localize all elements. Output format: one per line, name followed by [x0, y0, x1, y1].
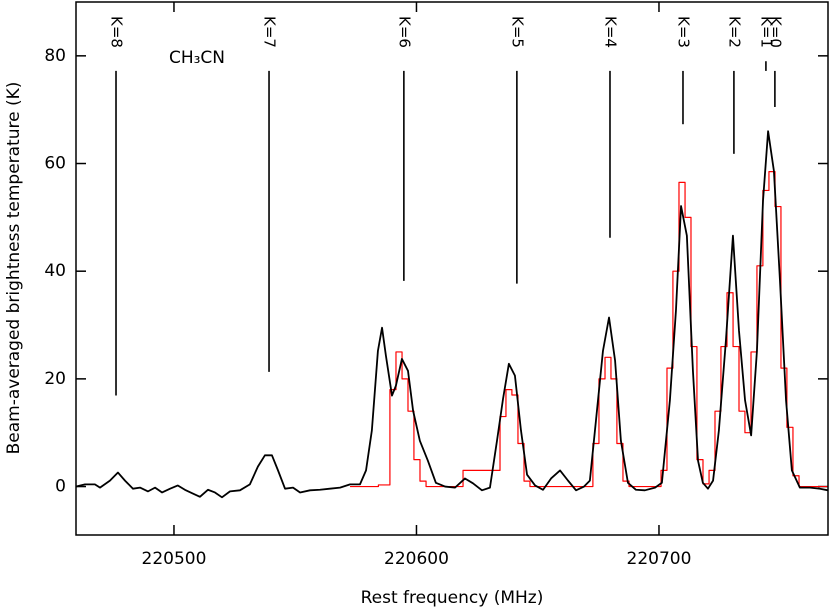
y-tick-label: 40 [44, 261, 66, 281]
x-tick-label: 220500 [142, 549, 207, 569]
transition-label: K=5 [508, 16, 526, 48]
transition-label: K=2 [725, 16, 743, 48]
transition-label: K=1 [757, 16, 775, 48]
transition-label: K=6 [395, 16, 413, 48]
transition-label: K=7 [261, 16, 279, 48]
transition-label: K=3 [674, 16, 692, 48]
y-tick-label: 0 [55, 477, 66, 497]
transition-label: K=4 [601, 16, 619, 48]
species-label: CH₃CN [169, 48, 225, 68]
y-tick-label: 20 [44, 369, 66, 389]
y-tick-label: 80 [44, 46, 66, 66]
model-spectrum [350, 170, 828, 488]
y-tick-label: 60 [44, 154, 66, 174]
y-axis-label: Beam-averaged brightness temperature (K) [4, 82, 24, 455]
x-tick-label: 220600 [384, 549, 449, 569]
transition-label: K=0 [766, 16, 784, 48]
x-axis-label: Rest frequency (MHz) [361, 588, 544, 608]
transition-label: K=8 [108, 16, 126, 48]
plot-frame [75, 1, 829, 536]
x-tick-label: 220700 [627, 549, 692, 569]
observed-spectrum [76, 130, 828, 499]
